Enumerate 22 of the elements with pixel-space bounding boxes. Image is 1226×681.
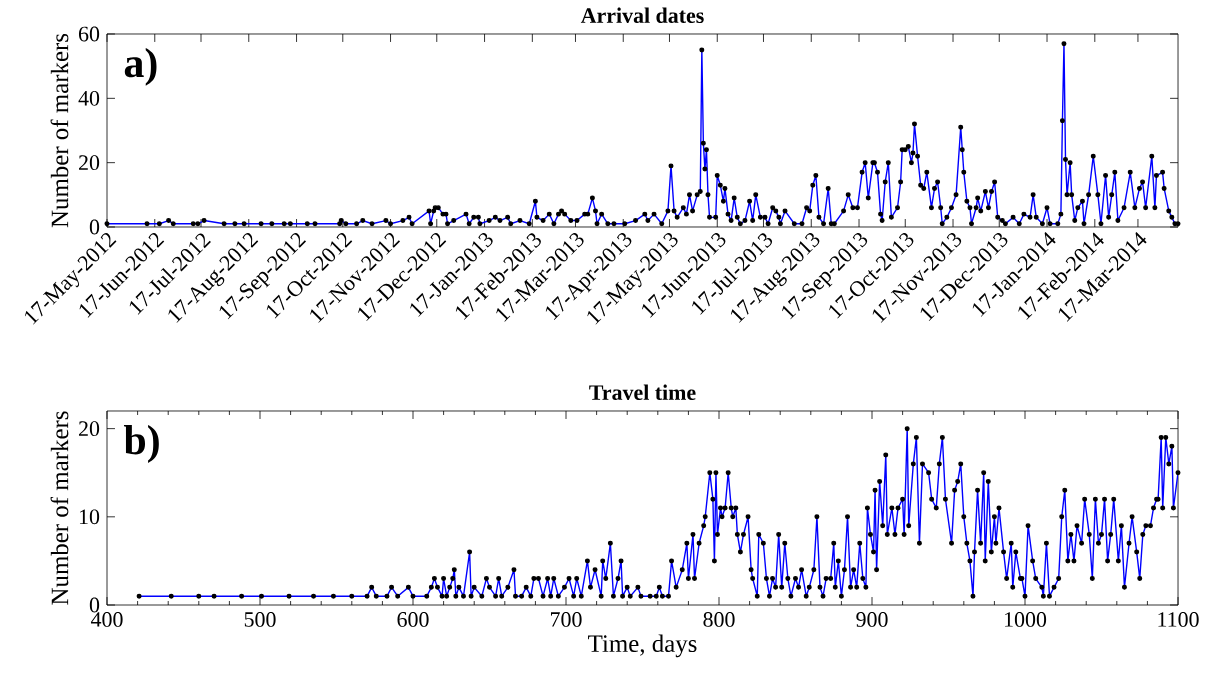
y-tick-label: 60 bbox=[78, 26, 100, 42]
x-axis-title: Time, days bbox=[588, 634, 697, 658]
x-tick-label: 600 bbox=[397, 612, 429, 627]
annotation: a) bbox=[124, 47, 157, 86]
x-tick-label: 800 bbox=[703, 612, 735, 627]
y-axis-title: Number of markers bbox=[50, 33, 69, 228]
y-tick-label: 40 bbox=[78, 90, 100, 106]
x-tick-label: 700 bbox=[551, 612, 582, 627]
y-axis-title: Number of markers bbox=[50, 411, 69, 605]
annotation: b) bbox=[124, 424, 159, 463]
y-tick-label: 0 bbox=[89, 219, 100, 235]
x-tick-label: 400 bbox=[91, 612, 123, 627]
y-tick-label: 10 bbox=[79, 509, 100, 525]
y-tick-label: 20 bbox=[79, 155, 100, 171]
y-tick-label: 20 bbox=[79, 421, 100, 437]
y-tick-label: 0 bbox=[89, 597, 100, 613]
x-tick-label: 500 bbox=[244, 612, 276, 627]
x-tick-label: 900 bbox=[856, 612, 888, 627]
x-tick-label: 1100 bbox=[1158, 612, 1199, 627]
chart-title: Travel time bbox=[589, 384, 696, 400]
chart-title: Arrival dates bbox=[580, 7, 704, 23]
x-tick-label: 1000 bbox=[1005, 612, 1047, 627]
